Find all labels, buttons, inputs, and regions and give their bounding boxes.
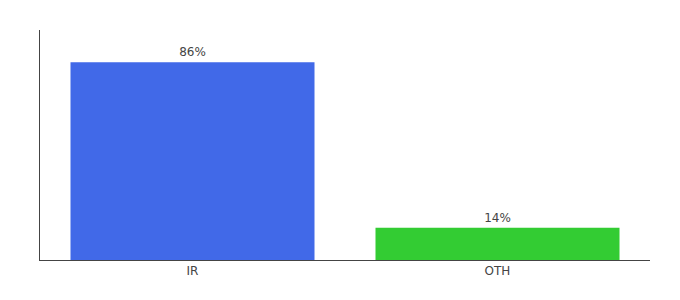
svg-text:IR: IR <box>187 264 199 278</box>
svg-text:14%: 14% <box>484 211 511 225</box>
svg-text:OTH: OTH <box>485 264 511 278</box>
svg-text:86%: 86% <box>179 45 206 59</box>
